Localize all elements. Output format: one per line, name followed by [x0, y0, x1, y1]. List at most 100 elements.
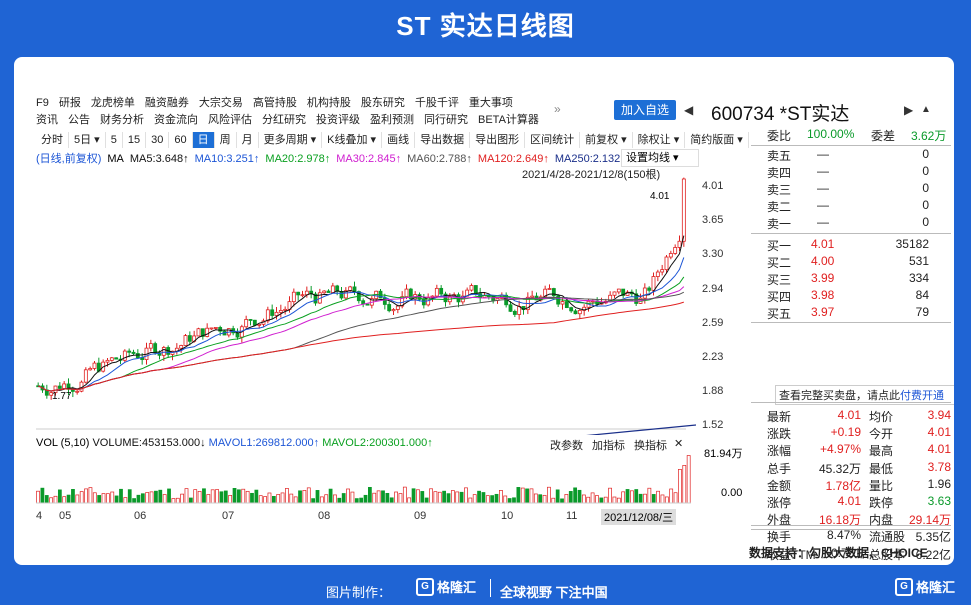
volume-bar — [57, 489, 62, 504]
ask-price: — — [817, 181, 829, 195]
menu-item[interactable]: BETA计算器 — [478, 114, 539, 126]
stat-label: 内盘 — [869, 513, 894, 528]
toolbar-item[interactable]: 前复权 ▾ — [580, 132, 633, 148]
toolbar-item[interactable]: 分时 — [36, 132, 69, 148]
menu-item[interactable]: 龙虎榜单 — [90, 97, 135, 109]
toolbar-item[interactable]: 更多周期 ▾ — [259, 132, 323, 148]
menu-item[interactable]: 融资融券 — [144, 97, 189, 109]
menu-item[interactable]: 股东研究 — [360, 97, 405, 109]
candle — [469, 285, 474, 291]
candle — [343, 290, 348, 299]
volume-legend: VOL (5,10) VOLUME:453153.000↓ MAVOL1:269… — [36, 437, 691, 449]
candle — [200, 328, 205, 337]
volume-bar — [88, 487, 93, 504]
menu-item[interactable]: 资金流向 — [154, 114, 198, 126]
add-watchlist-button[interactable]: 加入自选 — [614, 100, 676, 120]
toolbar-item[interactable]: 画线 — [382, 132, 416, 148]
toolbar-item[interactable]: 除权让 ▾ — [633, 132, 686, 148]
stat-label: 外盘 — [767, 513, 792, 528]
stat-value: +0.19 — [830, 425, 861, 440]
close-icon[interactable]: ✕ — [674, 438, 684, 450]
volume-chart — [36, 455, 691, 504]
menu-more-icon[interactable]: » — [554, 102, 561, 116]
volume-bar — [363, 494, 368, 504]
volume-bar — [429, 488, 433, 504]
stat-value: 21.45亿 — [903, 563, 951, 566]
menu-item[interactable]: 高管持股 — [252, 97, 297, 109]
candle — [573, 310, 578, 315]
toolbar-item[interactable]: 导出图形 — [470, 132, 526, 148]
toolbar-item[interactable]: 5 — [106, 132, 123, 148]
change-param-button[interactable]: 改参数 — [550, 440, 583, 452]
menu-item[interactable]: 公告 — [68, 114, 90, 126]
toolbar-item[interactable]: 15 — [123, 132, 147, 148]
menu-item[interactable]: 大宗交易 — [198, 97, 243, 109]
menu-item[interactable]: 风险评估 — [208, 114, 252, 126]
weicha-value: 3.62万 — [911, 129, 947, 143]
next-stock-icon[interactable]: ▶ — [904, 103, 914, 117]
candle — [205, 327, 210, 337]
menu-item[interactable]: 研报 — [58, 97, 81, 109]
candle — [473, 285, 478, 295]
panel-divider — [751, 529, 951, 531]
toolbar-item[interactable]: 30 — [146, 132, 170, 148]
menu-item[interactable]: 机构持股 — [306, 97, 351, 109]
menu-item[interactable]: 盈利预测 — [370, 114, 414, 126]
volume-bar — [634, 489, 639, 504]
ma-value: MA20:2.978↑ — [265, 153, 331, 165]
switch-indicator-button[interactable]: 换指标 — [634, 440, 667, 452]
date-xtick: 08 — [318, 510, 331, 522]
volume-bar — [682, 465, 687, 504]
toolbar-item[interactable]: 5日 ▾ — [69, 132, 106, 148]
menu-item[interactable]: 投资评级 — [316, 114, 360, 126]
volume-bar — [472, 494, 477, 504]
ma-settings-dropdown[interactable]: 设置均线 ▾ — [621, 149, 699, 167]
menu-item[interactable]: 分红研究 — [262, 114, 306, 126]
menu-item[interactable]: 资讯 — [36, 114, 58, 126]
volume-bar — [686, 455, 691, 504]
stat-label: 量比 — [869, 478, 894, 493]
toolbar-item[interactable]: 日 — [192, 132, 215, 148]
add-indicator-button[interactable]: 加指标 — [592, 440, 625, 452]
candle — [218, 327, 223, 332]
toolbar-item[interactable]: 月 — [237, 132, 259, 148]
stat-label: 金额 — [767, 478, 792, 493]
ma-line-120 — [37, 301, 684, 392]
stat-label: 收益TTM — [767, 547, 816, 562]
menu-item[interactable]: 同行研究 — [424, 114, 468, 126]
volume-bar — [638, 493, 643, 504]
menu-item[interactable]: 重大事项 — [468, 97, 513, 109]
candle — [612, 291, 617, 296]
menu-item[interactable]: 财务分析 — [100, 114, 144, 126]
volume-bar — [394, 491, 398, 504]
candle — [278, 310, 283, 313]
volume-bar — [568, 491, 573, 504]
stat-value: 3.78 — [927, 459, 951, 474]
stock-card: F9 研报 龙虎榜单 融资融券 大宗交易 高管持股 机构持股 股东研究 千股千评 重大事项 资讯公… — [14, 57, 954, 565]
subscribe-link[interactable]: 付费开通 — [900, 390, 944, 402]
toolbar-item[interactable]: 简约版面 ▾ — [685, 132, 749, 148]
menu-item[interactable]: 千股千评 — [414, 97, 459, 109]
volume-bar — [420, 491, 425, 504]
footer: 图片制作： G 格隆汇 全球视野 下注中国 G 格隆汇 — [0, 570, 971, 605]
orderbook-notice[interactable]: 查看完整买卖盘，请点此付费开通 — [775, 385, 954, 405]
panel-divider — [751, 402, 951, 403]
toolbar-item[interactable]: 60 — [169, 132, 193, 148]
toolbar-item[interactable]: K线叠加 ▾ — [322, 132, 383, 148]
pin-icon[interactable]: ▲ — [921, 104, 931, 115]
toolbar-item[interactable]: 周 — [215, 132, 237, 148]
candle — [322, 290, 327, 294]
page-title: ST 实达日线图 — [396, 11, 575, 41]
bid-volume: 79 — [915, 305, 929, 319]
bid-volume: 334 — [908, 271, 929, 285]
toolbar-item[interactable]: 区间统计 — [525, 132, 581, 148]
toolbar-item[interactable]: 导出数据 — [415, 132, 471, 148]
bid-price: 3.98 — [811, 288, 835, 302]
candle — [148, 343, 153, 349]
candle — [512, 310, 517, 315]
volume-bar — [311, 498, 316, 504]
prev-stock-icon[interactable]: ◀ — [684, 103, 694, 117]
logo-icon: G 格隆汇 — [416, 577, 486, 597]
date-xtick: 11 — [566, 510, 578, 522]
menu-item[interactable]: F9 — [36, 97, 49, 109]
